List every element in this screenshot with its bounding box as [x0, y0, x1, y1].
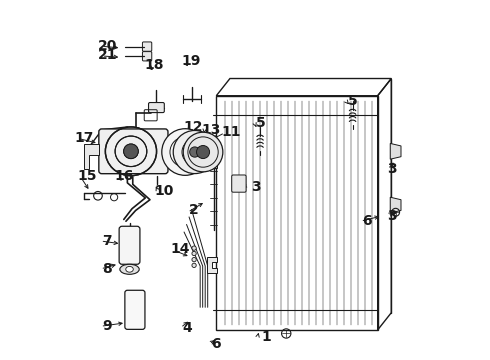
Polygon shape [390, 143, 401, 159]
Circle shape [192, 257, 196, 262]
FancyBboxPatch shape [99, 129, 168, 174]
Polygon shape [84, 144, 99, 168]
FancyBboxPatch shape [148, 103, 164, 113]
Circle shape [192, 263, 196, 267]
Text: 12: 12 [184, 120, 203, 134]
Circle shape [192, 246, 196, 250]
Ellipse shape [126, 266, 133, 272]
Text: 1: 1 [262, 330, 271, 344]
Text: 10: 10 [155, 184, 174, 198]
Text: 20: 20 [98, 39, 118, 53]
Text: 18: 18 [145, 58, 164, 72]
Text: 6: 6 [362, 214, 372, 228]
Text: 3: 3 [387, 162, 397, 176]
Text: 15: 15 [77, 170, 97, 183]
FancyBboxPatch shape [125, 290, 145, 329]
FancyBboxPatch shape [143, 51, 152, 61]
Polygon shape [207, 257, 217, 273]
Text: 4: 4 [182, 321, 192, 335]
Ellipse shape [183, 132, 223, 172]
Text: 8: 8 [102, 262, 112, 276]
Polygon shape [390, 197, 401, 213]
Text: 7: 7 [102, 234, 112, 248]
Text: 21: 21 [98, 48, 118, 62]
FancyBboxPatch shape [143, 42, 152, 51]
Circle shape [123, 144, 138, 159]
Text: 5: 5 [348, 94, 358, 108]
Text: 19: 19 [181, 54, 201, 68]
FancyBboxPatch shape [232, 175, 246, 192]
Text: 9: 9 [102, 319, 112, 333]
Circle shape [192, 251, 196, 256]
Text: 5: 5 [256, 116, 266, 130]
Text: 14: 14 [170, 242, 190, 256]
Circle shape [123, 144, 138, 159]
Circle shape [196, 145, 210, 158]
Text: 16: 16 [114, 169, 133, 183]
FancyBboxPatch shape [119, 226, 140, 264]
Text: 3: 3 [387, 209, 397, 223]
Ellipse shape [162, 129, 208, 175]
Polygon shape [207, 152, 217, 168]
Text: 6: 6 [211, 337, 220, 351]
Text: 3: 3 [251, 180, 261, 194]
Ellipse shape [173, 130, 217, 174]
Ellipse shape [120, 264, 139, 274]
Circle shape [190, 147, 200, 157]
Text: 17: 17 [74, 131, 94, 145]
Text: 2: 2 [189, 203, 199, 217]
Text: 13: 13 [201, 123, 220, 137]
Text: 11: 11 [221, 125, 241, 139]
